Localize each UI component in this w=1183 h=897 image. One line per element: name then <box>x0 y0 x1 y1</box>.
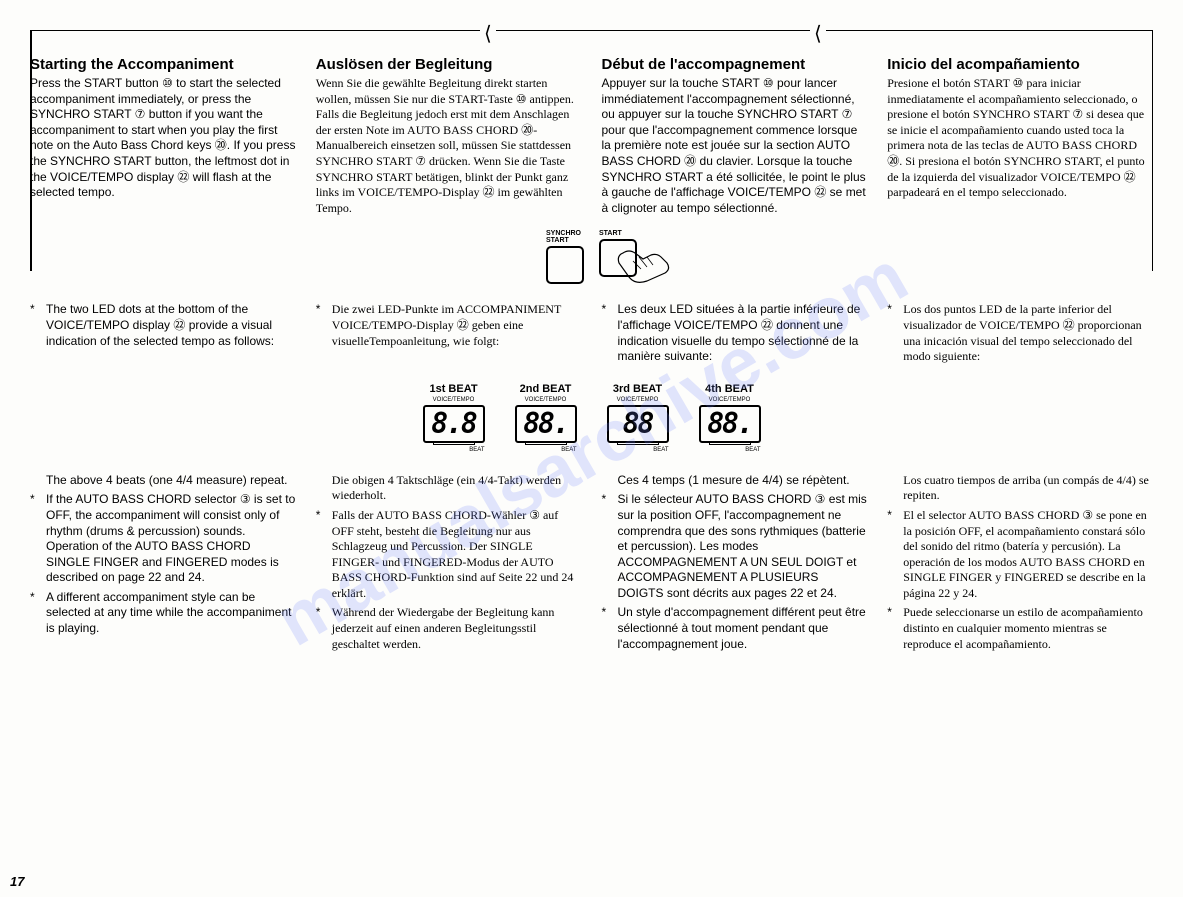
beat-4-title: 4th BEAT <box>699 383 761 395</box>
synchro-start-label: SYNCHRO START <box>546 230 584 244</box>
page-number: 17 <box>10 874 24 889</box>
b3-de: Während der Wiedergabe der Begleitung ka… <box>332 605 582 652</box>
heading-en: Starting the Accompaniment <box>30 56 296 73</box>
col-en: Starting the Accompaniment Press the STA… <box>30 56 296 216</box>
bullet-icon <box>602 473 612 489</box>
beat-4-sub: VOICE/TEMPO <box>699 397 761 403</box>
bullet-icon <box>30 473 40 489</box>
bullet-icon <box>887 473 897 504</box>
b2-de: Falls der AUTO BASS CHORD-Wähler ③ auf O… <box>332 508 582 602</box>
beat-3-sub: VOICE/TEMPO <box>607 397 669 403</box>
b2-es: El el selector AUTO BASS CHORD ③ se pone… <box>903 508 1153 602</box>
binding-mark-left: ⟨ <box>480 21 496 46</box>
beat-1-title: 1st BEAT <box>423 383 485 395</box>
beat-1: 1st BEAT VOICE/TEMPO 8.8 BEAT <box>423 383 485 453</box>
bullet-icon: * <box>316 302 326 349</box>
beat-3-display-icon: 88 <box>607 405 669 443</box>
heading-es: Inicio del acompañamiento <box>887 56 1153 73</box>
beat-2: 2nd BEAT VOICE/TEMPO 88. BEAT <box>515 383 577 453</box>
col-fr: Début de l'accompagnement Appuyer sur la… <box>602 56 868 216</box>
bullet-icon: * <box>887 508 897 602</box>
synchro-start-group: SYNCHRO START <box>546 230 584 284</box>
intro-row: Starting the Accompaniment Press the STA… <box>30 56 1153 216</box>
beat-4-foot: BEAT <box>699 447 761 453</box>
intro-de: Wenn Sie die gewählte Begleitung direkt … <box>316 76 582 216</box>
bullet-icon: * <box>887 302 897 364</box>
beat-2-sub: VOICE/TEMPO <box>515 397 577 403</box>
mid-en: The two LED dots at the bottom of the VO… <box>46 302 296 349</box>
beat-2-display-icon: 88. <box>515 405 577 443</box>
page-frame: ⟨ ⟨ Starting the Accompaniment Press the… <box>30 30 1153 656</box>
beat-3: 3rd BEAT VOICE/TEMPO 88 BEAT <box>607 383 669 453</box>
b3-es: Puede seleccionarse un estilo de acompañ… <box>903 605 1153 652</box>
bottom-row: The above 4 beats (one 4/4 measure) repe… <box>30 473 1153 657</box>
bullet-icon: * <box>602 302 612 364</box>
col-es: Inicio del acompañamiento Presione el bo… <box>887 56 1153 216</box>
mid-es: Los dos puntos LED de la parte inferior … <box>903 302 1153 364</box>
button-diagram: SYNCHRO START START <box>30 230 1153 284</box>
b1-es: Los cuatro tiempos de arriba (un compás … <box>903 473 1153 504</box>
heading-fr: Début de l'accompagnement <box>602 56 868 73</box>
bullet-icon <box>316 473 326 504</box>
bullet-icon: * <box>602 605 612 652</box>
beat-4-display-icon: 88. <box>699 405 761 443</box>
beat-1-sub: VOICE/TEMPO <box>423 397 485 403</box>
heading-de: Auslösen der Begleitung <box>316 56 582 73</box>
intro-fr: Appuyer sur la touche START ⑩ pour lance… <box>602 76 868 216</box>
start-button-icon <box>599 239 637 277</box>
mid-de: Die zwei LED-Punkte im ACCOMPANIMENT VOI… <box>332 302 582 349</box>
beat-1-foot: BEAT <box>423 447 485 453</box>
beat-1-display-icon: 8.8 <box>423 405 485 443</box>
b1-en: The above 4 beats (one 4/4 measure) repe… <box>46 473 287 489</box>
b3-en: A different accompaniment style can be s… <box>46 590 296 637</box>
intro-es: Presione el botón START ⑩ para iniciar i… <box>887 76 1153 201</box>
beat-2-foot: BEAT <box>515 447 577 453</box>
intro-en: Press the START button ⑩ to start the se… <box>30 76 296 201</box>
bullet-icon: * <box>602 492 612 601</box>
start-group: START <box>599 230 637 277</box>
b1-de: Die obigen 4 Taktschläge (ein 4/4-Takt) … <box>332 473 582 504</box>
finger-press-icon <box>613 249 673 289</box>
bullet-icon: * <box>30 590 40 637</box>
beat-3-foot: BEAT <box>607 447 669 453</box>
beat-2-title: 2nd BEAT <box>515 383 577 395</box>
beat-4: 4th BEAT VOICE/TEMPO 88. BEAT <box>699 383 761 453</box>
b2-en: If the AUTO BASS CHORD selector ③ is set… <box>46 492 296 586</box>
binding-mark-right: ⟨ <box>810 21 826 46</box>
beat-row: 1st BEAT VOICE/TEMPO 8.8 BEAT 2nd BEAT V… <box>30 383 1153 453</box>
mid-row: * The two LED dots at the bottom of the … <box>30 302 1153 368</box>
start-label: START <box>599 230 637 237</box>
bullet-icon: * <box>316 508 326 602</box>
bullet-icon: * <box>30 302 40 349</box>
bullet-icon: * <box>316 605 326 652</box>
b3-fr: Un style d'accompagnement différent peut… <box>618 605 868 652</box>
col-de: Auslösen der Begleitung Wenn Sie die gew… <box>316 56 582 216</box>
bullet-icon: * <box>887 605 897 652</box>
b2-fr: Si le sélecteur AUTO BASS CHORD ③ est mi… <box>618 492 868 601</box>
synchro-start-button-icon <box>546 246 584 284</box>
b1-fr: Ces 4 temps (1 mesure de 4/4) se répèten… <box>618 473 850 489</box>
beat-3-title: 3rd BEAT <box>607 383 669 395</box>
bullet-icon: * <box>30 492 40 586</box>
mid-fr: Les deux LED situées à la partie inférie… <box>618 302 868 364</box>
